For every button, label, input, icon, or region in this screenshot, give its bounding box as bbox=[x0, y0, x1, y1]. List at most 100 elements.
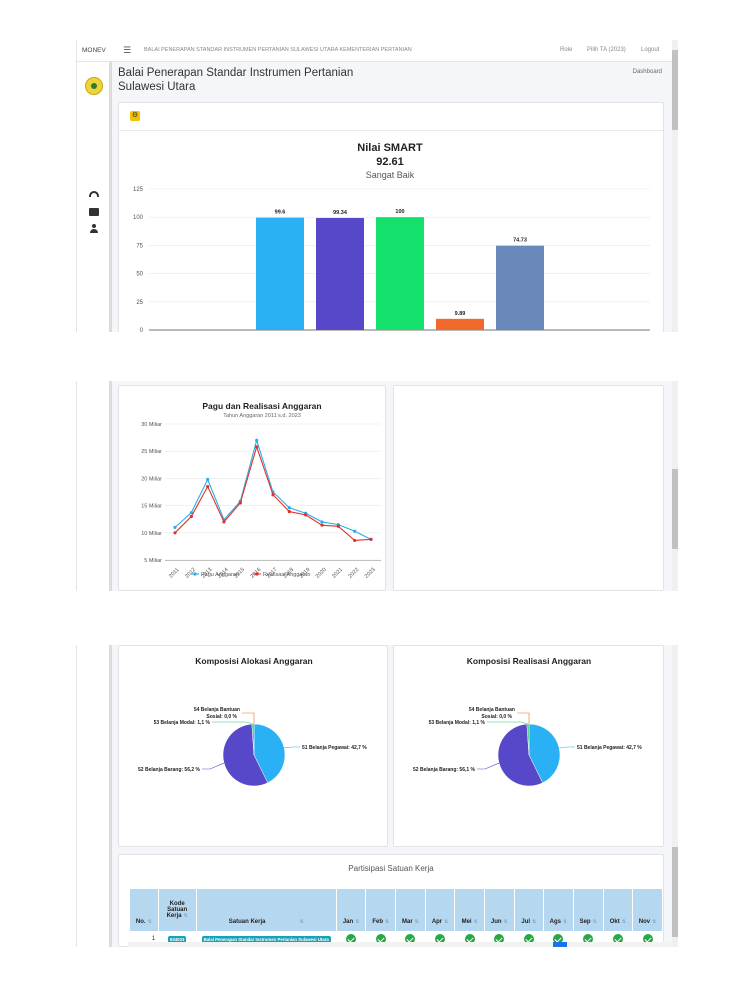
x-tick-label: 2021 bbox=[331, 567, 344, 580]
pie-label: 53 Belanja Modal: 1,1 % bbox=[154, 720, 211, 726]
bar-value-label: 9.89 bbox=[455, 311, 466, 317]
col-mar[interactable]: Mar ⇅ bbox=[395, 888, 426, 932]
pagu-realisasi-line-chart: Pagu dan Realisasi Anggaran Tahun Anggar… bbox=[141, 401, 381, 580]
data-point[interactable] bbox=[287, 506, 291, 510]
data-point[interactable] bbox=[353, 529, 357, 533]
pie-label: 51 Belanja Pegawai: 42,7 % bbox=[577, 745, 642, 751]
x-tick-label: 2023 bbox=[364, 567, 377, 580]
bar-value-label: 99.6 bbox=[275, 210, 286, 216]
data-point[interactable] bbox=[238, 501, 242, 505]
series-line-pagu[interactable] bbox=[174, 438, 372, 540]
col-apr[interactable]: Apr ⇅ bbox=[424, 888, 456, 932]
bar-penyerapan[interactable] bbox=[256, 217, 304, 330]
bar-cro[interactable] bbox=[376, 217, 424, 330]
data-point[interactable] bbox=[189, 514, 193, 519]
data-point[interactable] bbox=[304, 513, 308, 517]
empty-card bbox=[393, 385, 664, 591]
alokasi-pie-chart: Komposisi Alokasi Anggaran 54 Belanja Ba… bbox=[138, 656, 367, 787]
col-sep[interactable]: Sep ⇅ bbox=[572, 888, 604, 932]
vertical-scrollbar[interactable] bbox=[672, 381, 678, 591]
bar-value-label: 74.73 bbox=[513, 238, 527, 244]
pie-label: 52 Belanja Barang: 56,2 % bbox=[138, 767, 201, 773]
data-point[interactable] bbox=[336, 524, 340, 528]
check-circle-icon bbox=[612, 934, 623, 944]
year-select[interactable]: Pilih TA (2023) bbox=[587, 47, 626, 53]
logout-link[interactable]: Logout bbox=[641, 47, 660, 53]
col-feb[interactable]: Feb ⇅ bbox=[365, 888, 397, 932]
data-point[interactable] bbox=[173, 525, 177, 529]
data-point[interactable] bbox=[287, 509, 291, 514]
bar-konsistensi[interactable] bbox=[316, 217, 364, 330]
col-satker[interactable]: Satuan Kerja ⇅ bbox=[195, 888, 337, 932]
sidebar bbox=[77, 62, 112, 332]
connector-line bbox=[517, 712, 530, 724]
data-point[interactable] bbox=[369, 537, 373, 541]
dashboard-frame-bottom: Komposisi Alokasi Anggaran 54 Belanja Ba… bbox=[76, 645, 678, 947]
col-ags[interactable]: Ags ⇅ bbox=[543, 888, 574, 932]
legend-label[interactable]: Realisasi Anggaran bbox=[263, 572, 310, 578]
sidebar bbox=[77, 381, 112, 591]
scrollbar-thumb[interactable] bbox=[672, 469, 678, 549]
x-tick-label: 2022 bbox=[348, 567, 361, 580]
connector-line bbox=[284, 746, 300, 749]
col-kode[interactable]: Kode Satuan Kerja ⇅ bbox=[157, 888, 197, 932]
data-point[interactable] bbox=[206, 484, 210, 489]
y-tick-label: 75 bbox=[136, 243, 143, 249]
scrollbar-thumb[interactable] bbox=[553, 942, 567, 947]
col-nov[interactable]: Nov ⇅ bbox=[632, 888, 663, 932]
col-no[interactable]: No. ⇅ bbox=[129, 888, 159, 932]
data-point[interactable] bbox=[189, 511, 193, 515]
bar-nilai-efisiensi[interactable] bbox=[496, 245, 544, 330]
data-point[interactable] bbox=[206, 477, 210, 482]
data-point[interactable] bbox=[353, 538, 357, 543]
connector-line bbox=[212, 721, 254, 725]
dashboard-frame-top: MONEV ☰ BALAI PENERAPAN STANDAR INSTRUME… bbox=[76, 40, 678, 332]
scrollbar-thumb[interactable] bbox=[672, 847, 678, 937]
data-point[interactable] bbox=[255, 438, 259, 442]
settings-cog-icon[interactable]: ⚙ bbox=[130, 111, 140, 121]
alokasi-pie-title: Komposisi Alokasi Anggaran bbox=[195, 656, 312, 666]
dashboard-gauge-icon[interactable] bbox=[89, 191, 99, 197]
pie-label: 54 Belanja Bantuan bbox=[469, 707, 515, 713]
kode-badge[interactable]: 634033 bbox=[168, 935, 187, 943]
col-jul[interactable]: Jul ⇅ bbox=[513, 888, 545, 932]
pie-label: Sosial: 0,0 % bbox=[206, 714, 237, 720]
data-point[interactable] bbox=[271, 493, 275, 497]
data-point[interactable] bbox=[173, 531, 177, 535]
legend-dot[interactable] bbox=[193, 572, 197, 576]
data-point[interactable] bbox=[255, 445, 259, 449]
horizontal-scrollbar[interactable] bbox=[128, 942, 673, 947]
col-mei[interactable]: Mei ⇅ bbox=[454, 888, 485, 932]
col-jun[interactable]: Jun ⇅ bbox=[483, 888, 515, 932]
bar-efisiensi[interactable] bbox=[436, 318, 484, 330]
participation-table: No. ⇅ Kode Satuan Kerja ⇅ Satuan Kerja ⇅ Jan ⇅… bbox=[129, 888, 663, 946]
pie-label: 54 Belanja Bantuan bbox=[194, 707, 240, 713]
col-okt[interactable]: Okt ⇅ bbox=[602, 888, 634, 932]
book-icon[interactable] bbox=[89, 208, 99, 216]
legend-label[interactable]: Pagu Anggaran bbox=[201, 572, 239, 578]
bar-value-label: 99.34 bbox=[333, 210, 348, 216]
pie-slice[interactable] bbox=[497, 723, 543, 787]
hamburger-menu-icon[interactable]: ☰ bbox=[123, 45, 132, 55]
participation-title: Partisipasi Satuan Kerja bbox=[348, 864, 434, 873]
user-icon[interactable] bbox=[89, 224, 99, 233]
legend-dot[interactable] bbox=[255, 572, 259, 576]
col-jan[interactable]: Jan ⇅ bbox=[335, 888, 367, 932]
app-logo[interactable] bbox=[85, 77, 103, 95]
scrollbar-thumb[interactable] bbox=[672, 50, 678, 130]
pie-label: Sosial: 0,0 % bbox=[481, 714, 512, 720]
data-point[interactable] bbox=[320, 523, 324, 527]
role-menu[interactable]: Role bbox=[560, 47, 573, 53]
brand-link[interactable]: MONEV bbox=[82, 47, 106, 54]
vertical-scrollbar[interactable] bbox=[672, 40, 678, 332]
pie-label: 52 Belanja Barang: 56,1 % bbox=[413, 767, 476, 773]
table-header-row: No. ⇅ Kode Satuan Kerja ⇅ Satuan Kerja ⇅ Jan ⇅… bbox=[129, 888, 663, 932]
breadcrumb[interactable]: Dashboard bbox=[632, 69, 662, 75]
vertical-scrollbar[interactable] bbox=[672, 645, 678, 947]
data-point[interactable] bbox=[222, 520, 226, 524]
smart-card: ⚙ Nilai SMART 92.61 Sangat Baik 125 100 75… bbox=[118, 102, 664, 332]
data-point[interactable] bbox=[320, 520, 324, 524]
check-circle-icon bbox=[375, 934, 386, 944]
pie-slice[interactable] bbox=[222, 723, 269, 787]
satker-badge[interactable]: Balai Penerapan Standar Instrumen Pertan… bbox=[201, 935, 331, 943]
